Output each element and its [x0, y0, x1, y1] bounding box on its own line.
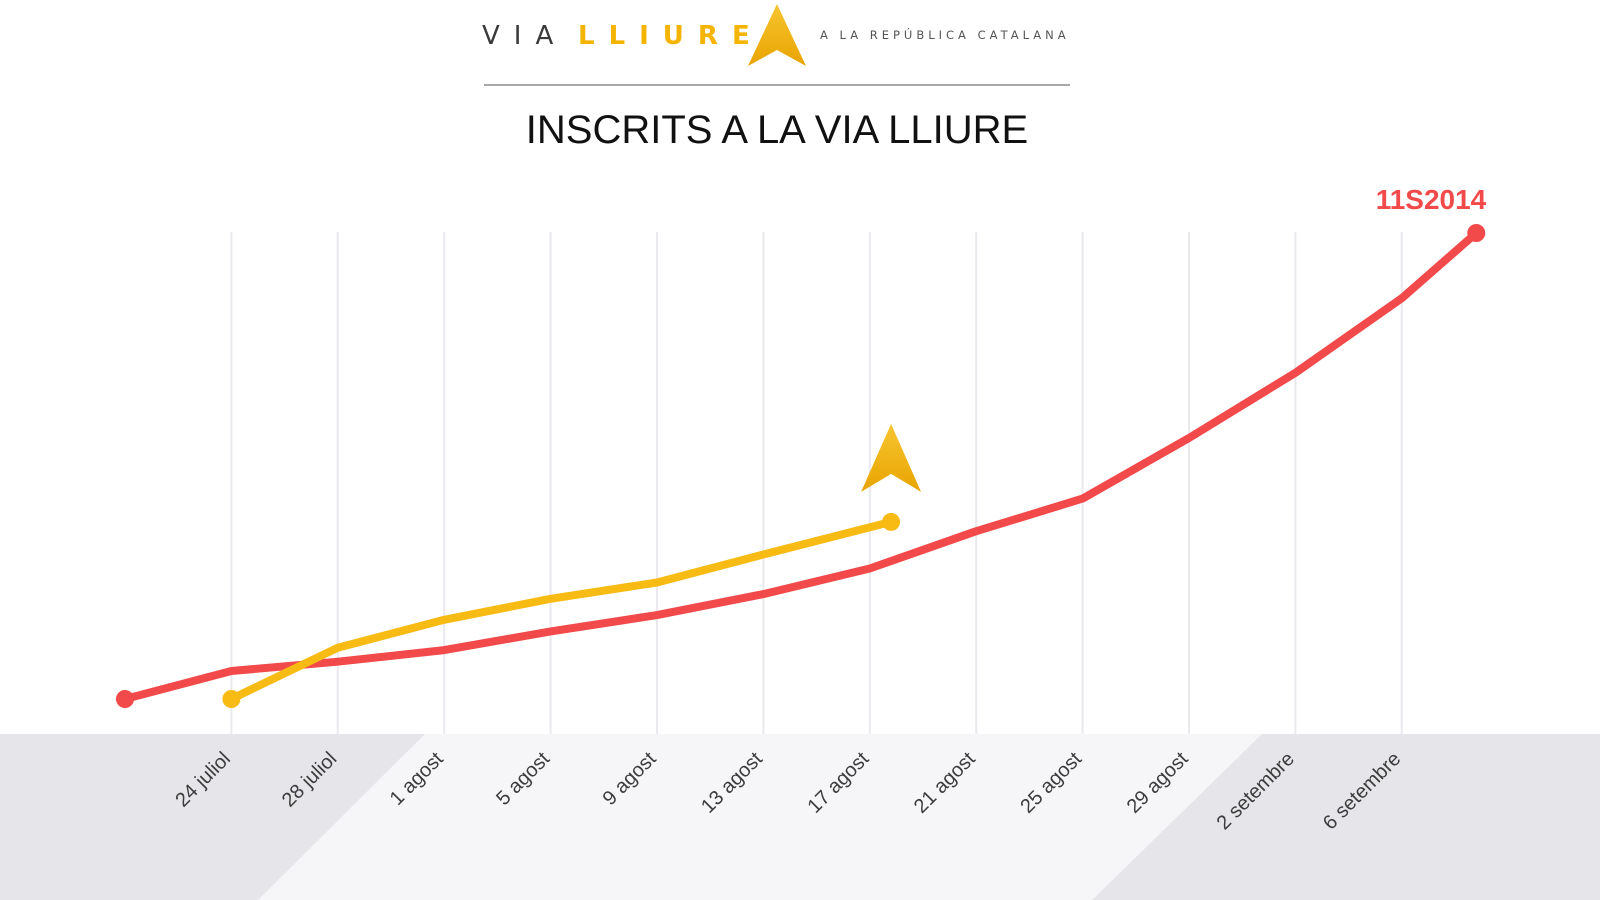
series-end-point: [1467, 224, 1486, 242]
series-line-red: [121, 229, 1481, 703]
arrow-icon: [861, 423, 922, 492]
logo-via-word: VIA: [482, 21, 567, 51]
series-start-point: [222, 690, 241, 708]
series-start-point: [116, 690, 134, 708]
logo-arrow-icon: [748, 4, 806, 66]
logo-tagline: A LA REPÚBLICA CATALANA: [820, 27, 1070, 42]
series-layer: 11S2014: [116, 184, 1487, 708]
series-end-label: 11S2014: [1376, 184, 1487, 215]
chart-title: INSCRITS A LA VIA LLIURE: [526, 108, 1028, 152]
logo: VIA LLIURE A LA REPÚBLICA CATALANA: [482, 4, 1070, 86]
axis-band-highlight: [258, 734, 1262, 900]
axis-band: [0, 734, 1600, 900]
series-line-yellow: [227, 517, 896, 703]
logo-lliure-word: LLIURE: [578, 21, 764, 51]
grid-lines: [230, 232, 1403, 734]
series-end-point: [882, 512, 901, 531]
